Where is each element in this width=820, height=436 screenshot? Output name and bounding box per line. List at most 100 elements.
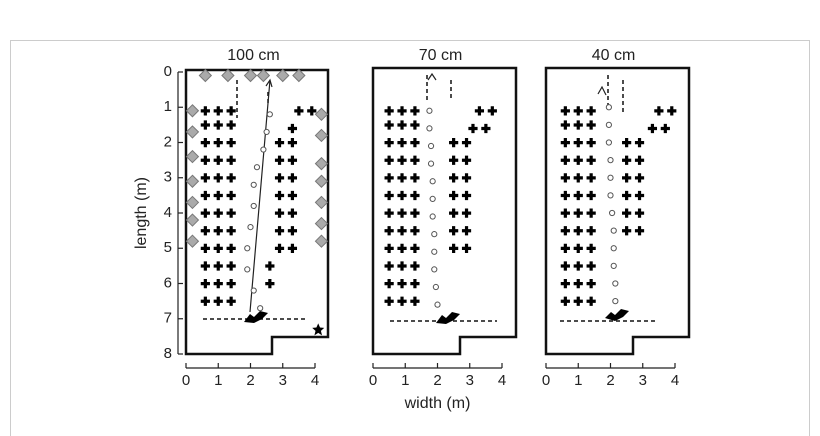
plus-point <box>560 261 570 271</box>
plus-point <box>287 155 298 165</box>
x-tick-label: 1 <box>401 372 409 389</box>
plus-point <box>213 261 223 271</box>
y-tick-label: 3 <box>164 169 172 186</box>
circle-point <box>612 298 619 305</box>
plus-point <box>226 173 236 183</box>
y-tick-label: 0 <box>164 63 172 80</box>
circle-point <box>244 266 251 273</box>
circle-point <box>612 280 619 287</box>
plus-point <box>410 138 420 148</box>
plus-point <box>573 138 583 148</box>
diamond-point <box>185 125 200 139</box>
plus-point <box>573 106 583 116</box>
diamond-point <box>243 68 258 83</box>
plus-point <box>226 296 236 306</box>
plus-point <box>384 173 394 183</box>
plus-point <box>213 138 223 148</box>
plus-point <box>213 173 223 183</box>
plus-point <box>586 261 596 271</box>
plus-point <box>200 208 210 218</box>
x-tick-label: 0 <box>182 372 190 389</box>
circle-point <box>263 128 270 136</box>
x-tick-label: 0 <box>542 372 550 389</box>
plus-point <box>384 120 394 130</box>
arrow <box>597 85 607 96</box>
diamond-point <box>185 195 200 210</box>
y-tick-label: 7 <box>164 310 172 327</box>
circle-point <box>426 125 433 132</box>
diamond-point <box>198 68 213 83</box>
star-point <box>312 323 325 336</box>
room-outline <box>371 66 518 356</box>
plus-point <box>410 226 420 236</box>
plus-point <box>200 138 210 148</box>
plus-point <box>461 138 472 148</box>
plus-point <box>397 261 407 271</box>
plus-point <box>449 190 459 201</box>
plus-point <box>294 106 304 116</box>
y-axis-label: length (m) <box>133 177 150 249</box>
x-tick-label: 2 <box>246 372 254 389</box>
plus-point <box>265 279 275 289</box>
plus-point <box>410 173 420 183</box>
plus-point <box>200 243 210 253</box>
plus-point <box>397 120 407 130</box>
circle-point <box>427 142 435 150</box>
plus-point <box>274 173 285 183</box>
circle-point <box>250 202 257 210</box>
plus-point <box>573 279 583 289</box>
plus-point <box>410 155 420 165</box>
plus-point <box>449 138 459 148</box>
plus-point <box>397 173 407 183</box>
plus-point <box>200 173 210 183</box>
plus-point <box>622 226 632 236</box>
circle-point <box>244 245 251 252</box>
circle-point <box>429 195 436 202</box>
plus-point <box>213 120 223 130</box>
y-tick-label: 4 <box>164 204 172 221</box>
plus-point <box>461 155 472 165</box>
circle-point <box>247 224 254 231</box>
arrow <box>427 72 437 81</box>
plus-point <box>449 226 459 236</box>
bat <box>605 309 629 321</box>
plus-point <box>397 190 407 201</box>
plus-point <box>410 106 420 116</box>
plus-point <box>449 173 459 183</box>
plus-point <box>200 261 210 271</box>
x-axis-label: width (m) <box>404 395 471 412</box>
circle-point <box>610 262 617 269</box>
plus-point <box>410 208 420 218</box>
circle-point <box>610 245 617 252</box>
dashed-line <box>560 75 655 322</box>
plus-point <box>410 279 420 289</box>
circle-point <box>605 121 612 128</box>
plus-point <box>226 106 236 116</box>
plus-point <box>410 296 420 306</box>
plus-point <box>560 106 570 116</box>
diamond-point <box>314 128 329 143</box>
room-outline <box>184 68 330 356</box>
plus-point <box>560 173 570 183</box>
diamond-point <box>221 68 235 83</box>
x-tick-label: 3 <box>639 372 647 389</box>
plus-point <box>586 155 596 165</box>
plus-point <box>560 155 570 165</box>
plus-point <box>384 155 394 165</box>
plus-point <box>384 296 394 306</box>
plus-point <box>287 190 298 201</box>
plus-point <box>287 226 298 236</box>
diamond-point <box>314 216 329 231</box>
plus-point <box>573 226 583 236</box>
plus-point <box>226 243 236 253</box>
plus-point <box>586 106 596 116</box>
plus-point <box>573 155 583 165</box>
plus-point <box>461 173 472 183</box>
plus-point <box>634 173 645 183</box>
circle-point <box>253 164 261 171</box>
plus-point <box>560 296 570 306</box>
plus-point <box>586 120 596 130</box>
circle-point <box>266 111 273 118</box>
x-tick-label: 1 <box>574 372 582 389</box>
circle-point <box>431 231 438 238</box>
